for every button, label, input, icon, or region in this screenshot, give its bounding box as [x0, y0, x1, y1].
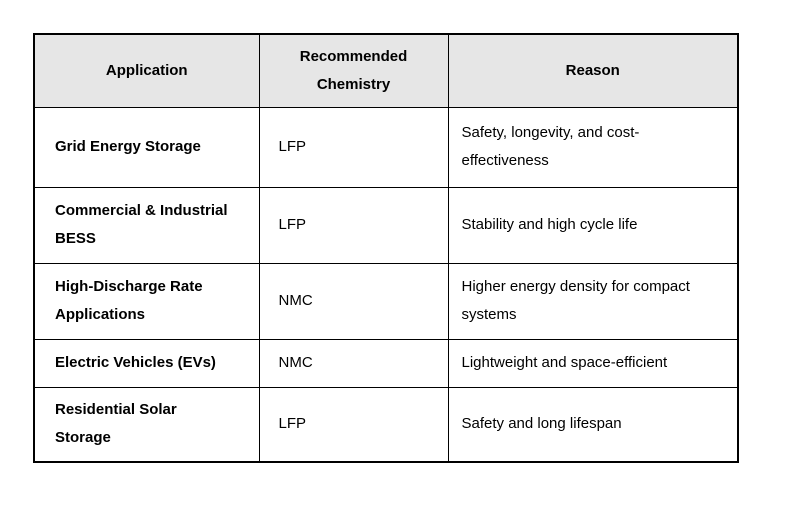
cell-application: High-Discharge Rate Applications: [33, 262, 260, 340]
chemistry-recommendation-table: Application Recommended Chemistry Reason…: [33, 33, 739, 463]
table-row: High-Discharge Rate Applications NMC Hig…: [33, 262, 739, 340]
table-row: Residential Solar Storage LFP Safety and…: [33, 386, 739, 463]
header-row: Application Recommended Chemistry Reason: [33, 33, 739, 108]
cell-application: Commercial & Industrial BESS: [33, 186, 260, 264]
cell-chemistry: LFP: [258, 186, 449, 264]
cell-reason: Lightweight and space-efficient: [447, 338, 739, 388]
cell-chemistry: NMC: [258, 338, 449, 388]
cell-chemistry: LFP: [258, 106, 449, 188]
table-row: Electric Vehicles (EVs) NMC Lightweight …: [33, 338, 739, 388]
column-header-reason: Reason: [447, 33, 739, 108]
cell-chemistry: LFP: [258, 386, 449, 463]
cell-reason: Higher energy density for compact system…: [447, 262, 739, 340]
cell-application: Grid Energy Storage: [33, 106, 260, 188]
column-header-chemistry: Recommended Chemistry: [258, 33, 449, 108]
table-row: Commercial & Industrial BESS LFP Stabili…: [33, 186, 739, 264]
column-header-application: Application: [33, 33, 260, 108]
cell-reason: Stability and high cycle life: [447, 186, 739, 264]
cell-chemistry: NMC: [258, 262, 449, 340]
table-header: Application Recommended Chemistry Reason: [33, 33, 739, 108]
cell-reason: Safety and long lifespan: [447, 386, 739, 463]
table-body: Grid Energy Storage LFP Safety, longevit…: [33, 106, 739, 463]
cell-application: Residential Solar Storage: [33, 386, 260, 463]
cell-reason: Safety, longevity, and cost-effectivenes…: [447, 106, 739, 188]
table-row: Grid Energy Storage LFP Safety, longevit…: [33, 106, 739, 188]
cell-application: Electric Vehicles (EVs): [33, 338, 260, 388]
